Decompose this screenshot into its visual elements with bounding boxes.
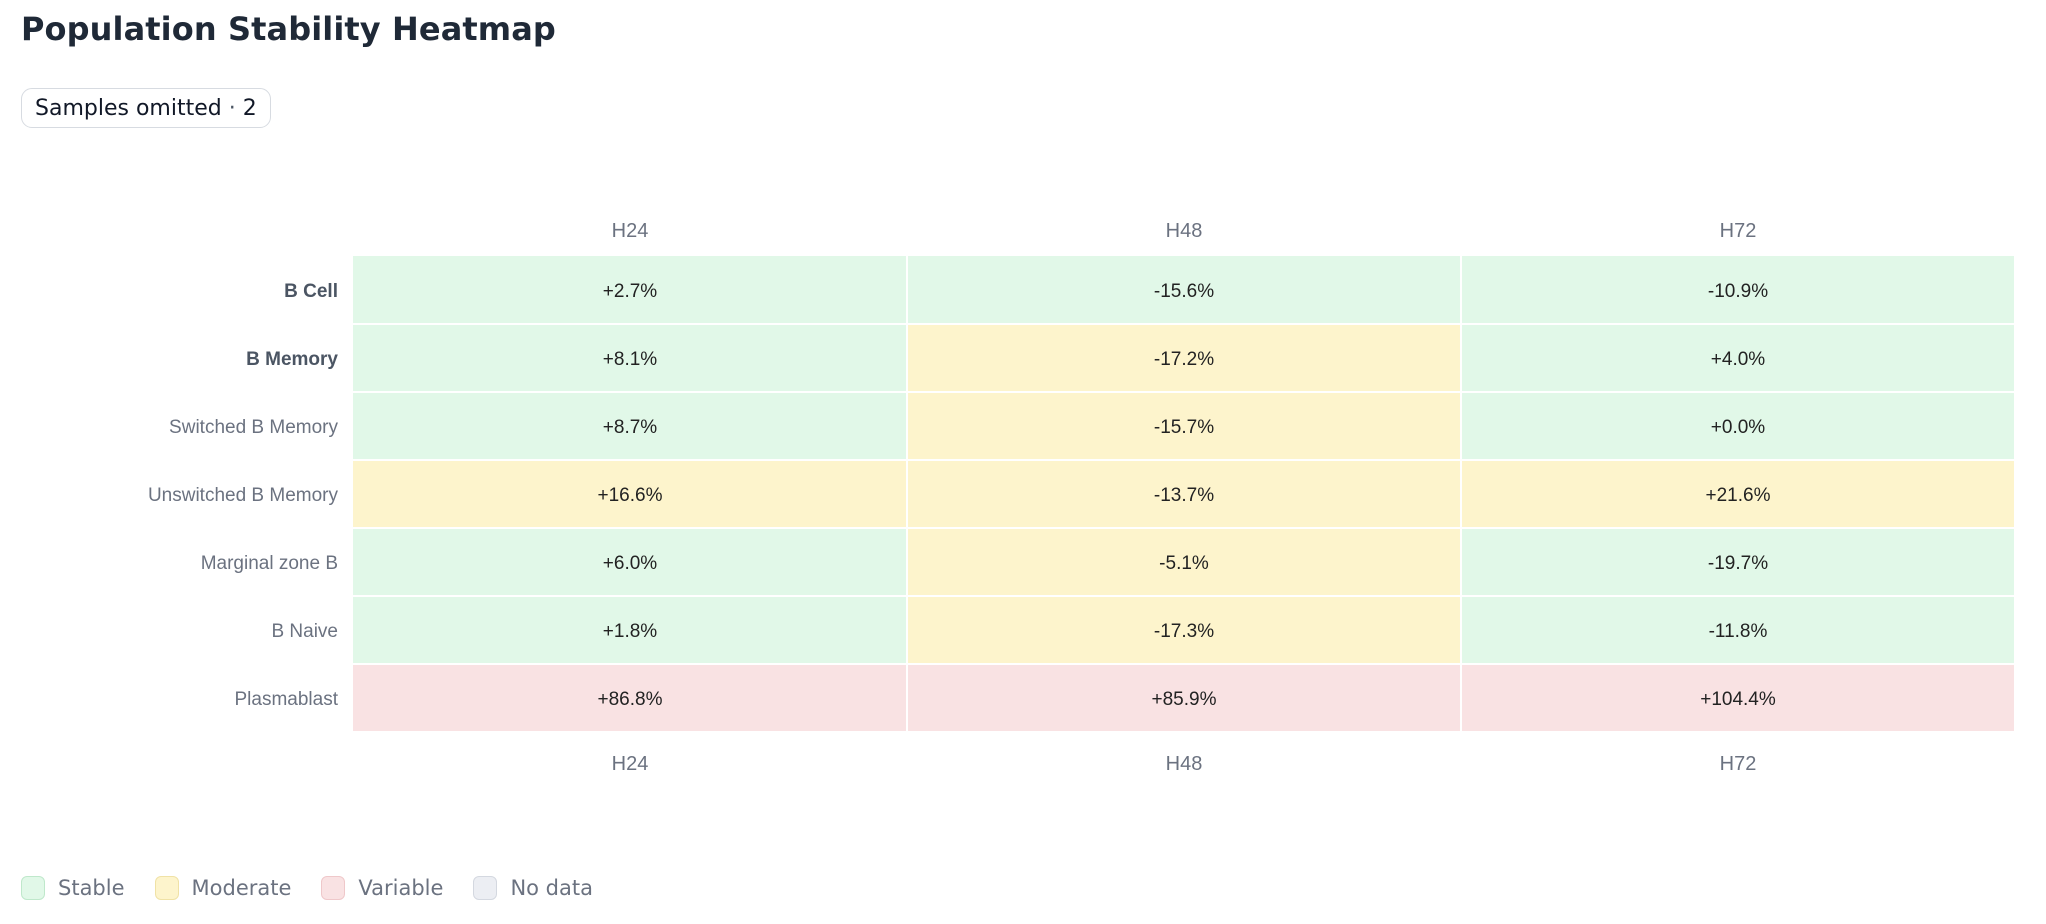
heatmap-cell-marginal-zone-b-h48 [908, 529, 1460, 595]
heatmap-cell-b-memory-h48 [908, 325, 1460, 391]
legend: Stable Moderate Variable No data [21, 876, 593, 900]
row-label-unswitched-b-memory: Unswitched B Memory [148, 485, 339, 506]
legend-item-stable: Stable [21, 876, 125, 900]
cell-value-marginal-zone-b-h72: -19.7% [1708, 553, 1768, 574]
heatmap-cell-b-memory-h24 [353, 325, 906, 391]
cell-value-plasmablast-h72: +104.4% [1700, 689, 1776, 710]
heatmap-cell-b-naive-h72 [1462, 597, 2014, 663]
cell-value-unswitched-b-memory-h48: -13.7% [1154, 485, 1214, 506]
row-label-marginal-zone-b: Marginal zone B [201, 553, 338, 574]
heatmap-cell-plasmablast-h72 [1462, 665, 2014, 731]
chip-separator: · [228, 95, 236, 121]
heatmap-cell-b-cell-h48 [908, 256, 1460, 323]
heatmap-cell-switched-b-memory-h24 [353, 393, 906, 459]
row-label-b-cell: B Cell [284, 281, 338, 302]
legend-label-no-data: No data [510, 876, 593, 900]
column-label-bottom-h72: H72 [1720, 753, 1757, 775]
heatmap-cell-plasmablast-h24 [353, 665, 906, 731]
row-label-plasmablast: Plasmablast [235, 689, 339, 710]
heatmap-cell-marginal-zone-b-h24 [353, 529, 906, 595]
heatmap-cell-plasmablast-h48 [908, 665, 1460, 731]
heatmap-cell-b-cell-h72 [1462, 256, 2014, 323]
legend-swatch-moderate [154, 876, 179, 900]
legend-label-variable: Variable [358, 876, 444, 900]
cell-value-b-memory-h72: +4.0% [1711, 349, 1766, 370]
row-label-switched-b-memory: Switched B Memory [169, 417, 338, 438]
cell-value-unswitched-b-memory-h24: +16.6% [598, 485, 663, 506]
cell-value-switched-b-memory-h24: +8.7% [603, 417, 658, 438]
cell-value-b-cell-h72: -10.9% [1708, 281, 1768, 302]
legend-swatch-variable [321, 876, 346, 900]
heatmap-cell-b-naive-h24 [353, 597, 906, 663]
cell-value-b-memory-h24: +8.1% [603, 349, 658, 370]
column-label-top-h72: H72 [1720, 220, 1757, 242]
cell-value-b-naive-h48: -17.3% [1154, 621, 1214, 642]
heatmap-cell-b-memory-h72 [1462, 325, 2014, 391]
legend-item-variable: Variable [321, 876, 443, 900]
cell-value-switched-b-memory-h48: -15.7% [1154, 417, 1214, 438]
column-label-bottom-h48: H48 [1166, 753, 1203, 775]
cell-value-plasmablast-h24: +86.8% [598, 689, 663, 710]
cell-value-b-cell-h48: -15.6% [1154, 281, 1214, 302]
heatmap-cell-marginal-zone-b-h72 [1462, 529, 2014, 595]
row-label-b-naive: B Naive [271, 621, 338, 642]
chip-count: 2 [242, 95, 257, 121]
samples-omitted-chip[interactable]: Samples omitted · 2 [21, 88, 271, 128]
heatmap-cell-b-cell-h24 [353, 256, 906, 323]
page-title: Population Stability Heatmap [21, 10, 556, 48]
legend-swatch-no-data [473, 876, 498, 900]
cell-value-marginal-zone-b-h48: -5.1% [1159, 553, 1209, 574]
column-label-top-h48: H48 [1166, 220, 1203, 242]
chip-label: Samples omitted [35, 95, 222, 121]
legend-label-stable: Stable [58, 876, 125, 900]
legend-swatch-stable [21, 876, 45, 900]
cell-value-b-naive-h72: -11.8% [1709, 621, 1768, 642]
heatmap-cell-b-naive-h48 [908, 597, 1460, 663]
heatmap-cell-unswitched-b-memory-h72 [1462, 461, 2014, 527]
legend-item-moderate: Moderate [154, 876, 292, 900]
cell-value-b-naive-h24: +1.8% [603, 621, 658, 642]
column-label-top-h24: H24 [612, 220, 649, 242]
cell-value-marginal-zone-b-h24: +6.0% [603, 553, 658, 574]
cell-value-b-cell-h24: +2.7% [603, 281, 658, 302]
heatmap-cell-switched-b-memory-h48 [908, 393, 1460, 459]
cell-value-switched-b-memory-h72: +0.0% [1711, 417, 1766, 438]
legend-item-no-data: No data [473, 876, 593, 900]
heatmap-cell-unswitched-b-memory-h24 [353, 461, 906, 527]
heatmap-cell-unswitched-b-memory-h48 [908, 461, 1460, 527]
legend-label-moderate: Moderate [191, 876, 292, 900]
cell-value-unswitched-b-memory-h72: +21.6% [1706, 485, 1771, 506]
cell-value-b-memory-h48: -17.2% [1154, 349, 1214, 370]
row-label-b-memory: B Memory [246, 349, 338, 370]
column-label-bottom-h24: H24 [612, 753, 649, 775]
cell-value-plasmablast-h48: +85.9% [1152, 689, 1217, 710]
heatmap-cell-switched-b-memory-h72 [1462, 393, 2014, 459]
